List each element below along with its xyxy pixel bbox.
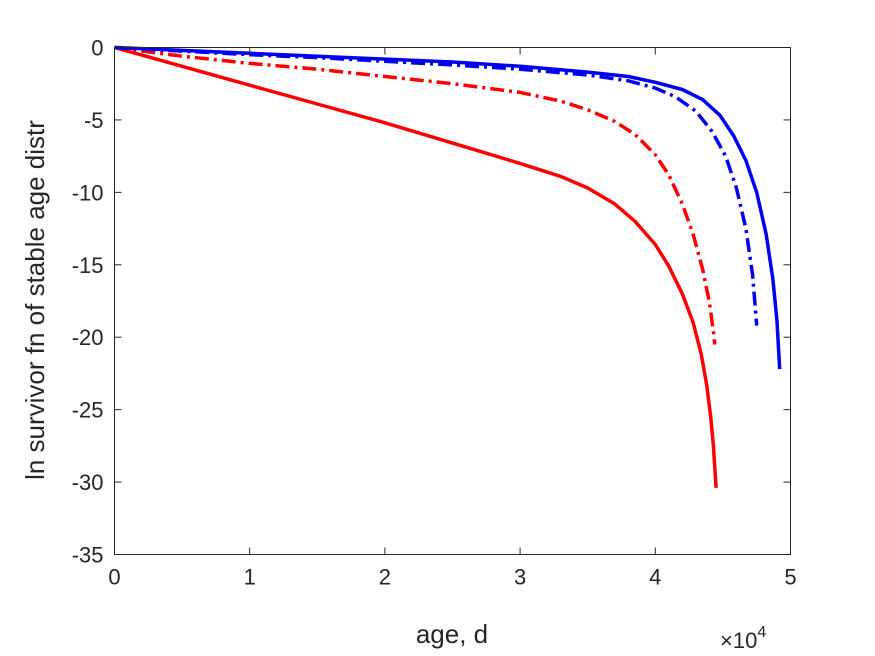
y-tick-label: -35 (72, 543, 104, 568)
x-axis-label: age, d (416, 619, 488, 649)
y-tick-label: -5 (84, 108, 104, 133)
x-exponent-base: ×10 (720, 628, 757, 653)
y-tick-label: -30 (72, 470, 104, 495)
x-exponent-power: 4 (757, 624, 766, 641)
plot-frame (114, 47, 791, 555)
x-axis-ticks: 0 1 2 3 4 5 (108, 47, 797, 590)
x-tick-label: 5 (784, 565, 796, 590)
y-axis-ticks: 0 -5 -10 -15 -20 -25 -30 -35 (72, 36, 791, 568)
x-tick-label: 2 (379, 565, 391, 590)
x-tick-label: 0 (108, 565, 120, 590)
x-exponent-label: ×104 (720, 624, 766, 653)
series-line-4 (114, 45, 759, 326)
series-line-3 (114, 45, 782, 370)
plot-series-group (114, 45, 782, 489)
y-tick-label: -25 (72, 398, 104, 423)
x-tick-label: 3 (514, 565, 526, 590)
y-axis-label: ln survivor fn of stable age distr (20, 120, 50, 480)
y-tick-label: 0 (91, 36, 103, 61)
y-tick-label: -15 (72, 253, 104, 278)
x-tick-label: 1 (244, 565, 256, 590)
x-tick-label: 4 (649, 565, 661, 590)
series-line-2 (114, 45, 717, 345)
series-line-1 (114, 45, 718, 489)
y-tick-label: -10 (72, 180, 104, 205)
y-tick-label: -20 (72, 325, 104, 350)
